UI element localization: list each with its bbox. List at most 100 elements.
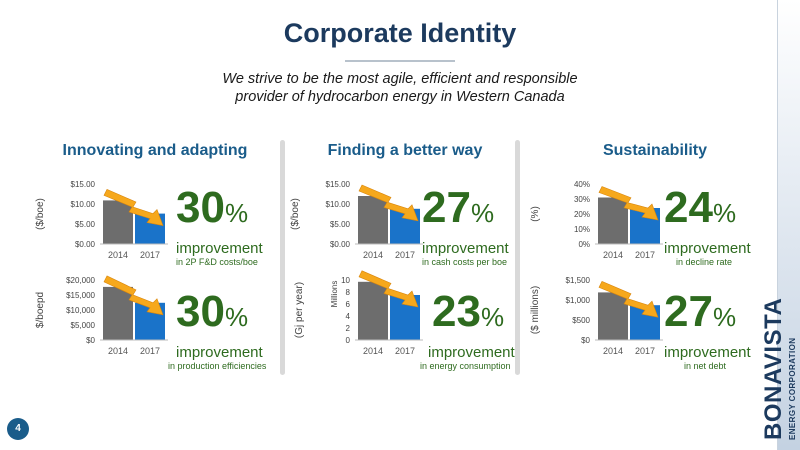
stat-detail: in energy consumption <box>420 361 511 371</box>
x-tick-label: 2014 <box>363 346 383 356</box>
stat-unit: % <box>224 198 249 228</box>
y-tick-label: 4 <box>346 312 351 321</box>
logo-tagline: ENERGY CORPORATION <box>788 337 797 440</box>
stat-detail: in 2P F&D costs/boe <box>176 257 258 267</box>
page-title: Corporate Identity <box>283 18 517 48</box>
chart-cash-costs: ($/boe) $0.00 $5.00 $10.00 $15.00 2014 2017 <box>290 180 423 260</box>
stat-net-debt: 27% improvement in net debt <box>664 290 751 372</box>
stat-number: 30 <box>176 287 225 336</box>
stat-unit: % <box>480 302 505 332</box>
chart-fd-costs: ($/boe) $0.00 $5.00 $10.00 $15.00 2014 2017 <box>35 180 168 260</box>
y-tick-label: $20,000 <box>66 276 95 285</box>
stat-unit: % <box>470 198 495 228</box>
y-tick-label: $15.00 <box>71 180 96 189</box>
stat-unit: % <box>712 198 737 228</box>
decline-arrow-icon <box>598 281 659 318</box>
chart-energy-consumption: (Gj per year) Millions 0 2 4 6 8 10 2014 2017 <box>294 270 423 356</box>
logo-wordmark: BONAVISTA <box>760 297 787 440</box>
heading-innovating: Innovating and adapting <box>62 142 248 159</box>
bar-2014 <box>598 197 628 244</box>
stat-number: 27 <box>664 287 713 336</box>
x-tick-label: 2014 <box>108 250 128 260</box>
chart-net-debt: ($ millions) $0 $500 $1,000 $1,500 2014 2017 <box>530 276 663 356</box>
stat-label: improvement <box>428 344 515 361</box>
y-tick-label: $0 <box>581 336 590 345</box>
y-tick-label: $15.00 <box>326 180 351 189</box>
chart-production-efficiencies: $/boepd $0 $5,000 $10,000 $15,000 $20,000 2014… <box>35 275 168 356</box>
column-divider-1 <box>280 140 285 375</box>
decline-arrow-icon <box>358 270 419 308</box>
y-tick-label: $0.00 <box>75 240 96 249</box>
stat-number: 23 <box>432 287 481 336</box>
x-tick-label: 2017 <box>395 250 415 260</box>
y-tick-label: 10 <box>341 276 350 285</box>
y-axis-unit-label: Millions <box>330 281 339 308</box>
y-tick-label: $0.00 <box>330 240 351 249</box>
bar-2014 <box>358 281 388 340</box>
mission-line-1: We strive to be the most agile, efficien… <box>222 71 578 87</box>
y-tick-label: $5.00 <box>330 220 351 229</box>
y-tick-label: $500 <box>572 316 590 325</box>
y-tick-label: 2 <box>346 324 351 333</box>
y-axis-label: (Gj per year) <box>294 282 305 338</box>
y-tick-label: 0 <box>346 336 351 345</box>
y-axis-label: $/boepd <box>35 292 46 328</box>
y-tick-label: 8 <box>346 288 351 297</box>
y-tick-label: $5.00 <box>75 220 96 229</box>
y-tick-label: 0% <box>578 240 590 249</box>
stat-label: improvement <box>176 344 263 361</box>
y-axis-label: ($ millions) <box>530 286 541 334</box>
page-number-badge: 4 <box>7 418 29 440</box>
y-tick-label: $5,000 <box>71 321 96 330</box>
bar-2014 <box>358 196 388 244</box>
sidebar-border <box>777 0 778 450</box>
y-tick-label: 40% <box>574 180 590 189</box>
y-tick-label: $10.00 <box>71 200 96 209</box>
decline-arrow-icon <box>598 186 659 221</box>
y-tick-label: 20% <box>574 210 590 219</box>
column-divider-2 <box>515 140 520 375</box>
title-underline <box>345 60 455 62</box>
stat-number: 30 <box>176 183 225 232</box>
stat-unit: % <box>224 302 249 332</box>
x-tick-label: 2017 <box>635 250 655 260</box>
y-axis-label: ($/boe) <box>290 198 301 230</box>
decline-arrow-icon <box>103 189 164 226</box>
x-tick-label: 2017 <box>635 346 655 356</box>
y-tick-label: $1,500 <box>566 276 591 285</box>
stat-label: improvement <box>664 344 751 361</box>
x-tick-label: 2014 <box>603 346 623 356</box>
stat-label: improvement <box>176 240 263 257</box>
heading-sustainability: Sustainability <box>602 142 708 159</box>
y-tick-label: 10% <box>574 225 590 234</box>
stat-label: improvement <box>664 240 751 257</box>
heading-finding: Finding a better way <box>327 142 483 159</box>
decline-arrow-icon <box>358 184 419 222</box>
bonavista-logo: BONAVISTA ENERGY CORPORATION <box>760 297 798 440</box>
y-tick-label: $10.00 <box>326 200 351 209</box>
mission-statement: We strive to be the most agile, efficien… <box>0 70 800 106</box>
x-tick-label: 2017 <box>140 346 160 356</box>
stat-energy-consumption: 23% improvement in energy consumption <box>420 290 515 372</box>
stat-label: improvement <box>422 240 509 257</box>
y-axis-label: ($/boe) <box>35 198 46 230</box>
stat-production-efficiencies: 30% improvement in production efficienci… <box>168 290 266 372</box>
bar-2014 <box>598 292 628 340</box>
stat-detail: in net debt <box>684 361 727 371</box>
stat-detail: in cash costs per boe <box>422 257 508 267</box>
y-tick-label: $15,000 <box>66 291 95 300</box>
y-tick-label: $10,000 <box>66 306 95 315</box>
x-tick-label: 2014 <box>108 346 128 356</box>
stat-decline-rate: 24% improvement in decline rate <box>664 186 751 268</box>
bar-2014 <box>103 286 133 340</box>
x-tick-label: 2014 <box>363 250 383 260</box>
bar-2014 <box>103 200 133 244</box>
x-tick-label: 2017 <box>140 250 160 260</box>
stat-number: 24 <box>664 183 713 232</box>
brand-sidebar <box>778 0 800 450</box>
y-axis-label: (%) <box>530 206 541 222</box>
decline-arrow-icon <box>103 275 164 316</box>
y-tick-label: $1,000 <box>566 296 591 305</box>
stat-detail: in decline rate <box>676 257 733 267</box>
x-tick-label: 2017 <box>395 346 415 356</box>
